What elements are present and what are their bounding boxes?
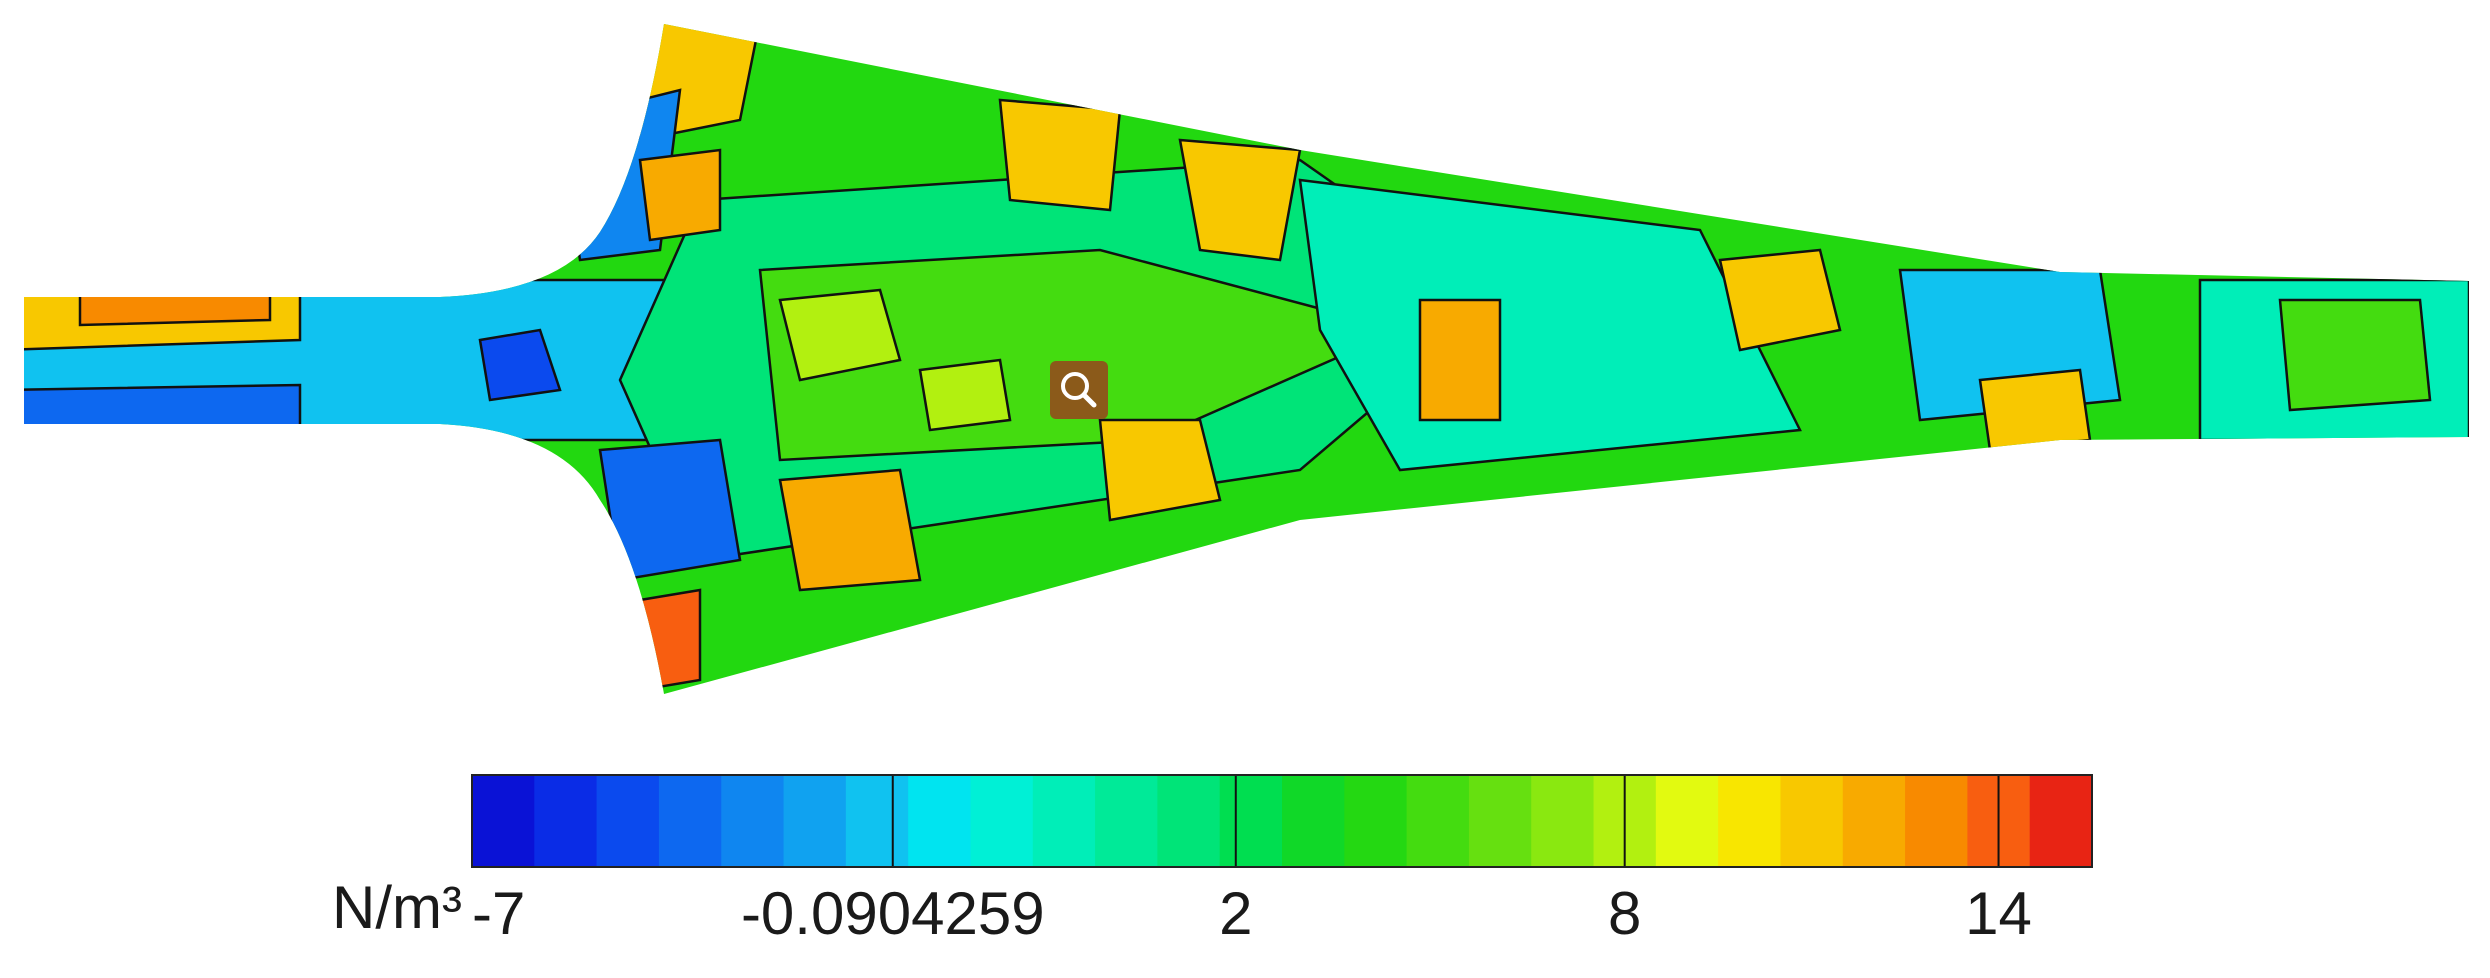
colorbar-tick-label: 2 [1219, 880, 1252, 947]
colorbar-band [1095, 775, 1158, 867]
colorbar-band [1780, 775, 1844, 867]
colorbar-band [1655, 775, 1719, 867]
colorbar-band [721, 775, 785, 867]
colorbar-band [908, 775, 971, 867]
colorbar-band [534, 775, 598, 867]
colorbar-tick-label: -0.0904259 [741, 880, 1045, 947]
colorbar-band [596, 775, 660, 867]
zoom-button[interactable] [1050, 361, 1108, 419]
colorbar-tick-label: 8 [1608, 880, 1641, 947]
colorbar-band [1219, 775, 1283, 867]
colorbar-band [472, 775, 535, 867]
colorbar-band [845, 775, 909, 867]
colorbar-band [1468, 775, 1532, 867]
colorbar-band [1157, 775, 1221, 867]
colorbar-band [2029, 775, 2093, 867]
colorbar-band [1032, 775, 1096, 867]
colorbar-frame [471, 774, 2093, 868]
colorbar-band [1842, 775, 1906, 867]
contour-field [24, 24, 2469, 694]
colorbar-band [783, 775, 847, 867]
colorbar: -7 -0.0904259 2 8 14 [471, 774, 2093, 947]
colorbar-band [1406, 775, 1470, 867]
colorbar-unit: N/m³ [332, 874, 462, 941]
colorbar-tick-label: -7 [472, 880, 525, 947]
colorbar-band [1344, 775, 1408, 867]
colorbar-band [970, 775, 1034, 867]
colorbar-tick-label: 14 [1965, 880, 2032, 947]
colorbar-band [1282, 775, 1345, 867]
colorbar-band [658, 775, 722, 867]
colorbar-band [1905, 775, 1968, 867]
colorbar-band [1718, 775, 1781, 867]
colorbar-band [1531, 775, 1595, 867]
